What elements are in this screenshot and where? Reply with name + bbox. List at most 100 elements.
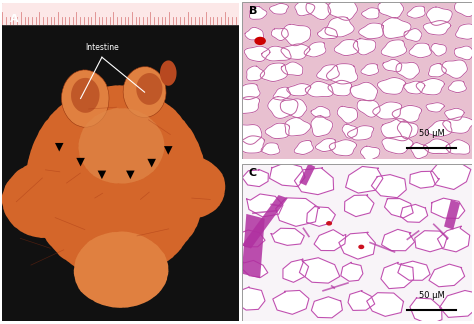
Polygon shape [362,8,379,19]
Polygon shape [367,293,403,316]
Polygon shape [318,27,337,39]
Polygon shape [295,1,315,16]
Bar [2,3,239,24]
Circle shape [255,38,265,44]
Polygon shape [357,100,380,117]
Polygon shape [137,73,163,105]
Polygon shape [415,231,447,252]
Polygon shape [411,143,428,159]
Polygon shape [242,195,288,249]
Polygon shape [350,82,378,101]
Polygon shape [426,103,444,112]
Polygon shape [454,46,474,60]
Polygon shape [381,119,412,141]
Polygon shape [311,116,333,136]
Polygon shape [439,290,474,318]
Polygon shape [271,228,304,245]
Polygon shape [242,169,268,187]
Polygon shape [245,27,264,40]
Polygon shape [315,139,336,152]
Polygon shape [314,230,346,251]
Polygon shape [78,108,164,184]
Circle shape [327,222,331,225]
Polygon shape [242,214,264,278]
Polygon shape [74,231,169,308]
Polygon shape [311,106,330,117]
Polygon shape [271,29,288,40]
Polygon shape [342,124,357,138]
Polygon shape [317,65,339,80]
Polygon shape [382,229,415,251]
Text: 50 μM: 50 μM [419,129,444,138]
Circle shape [359,245,364,249]
Polygon shape [444,200,460,230]
Polygon shape [381,40,407,57]
Polygon shape [424,139,451,154]
Polygon shape [273,290,309,314]
Polygon shape [410,171,439,188]
Polygon shape [300,258,340,283]
Polygon shape [235,124,262,145]
Polygon shape [270,162,305,187]
Polygon shape [378,0,404,18]
Polygon shape [337,106,357,123]
Polygon shape [328,0,357,20]
Polygon shape [260,63,288,81]
Polygon shape [247,194,283,217]
Polygon shape [147,159,156,168]
Polygon shape [431,43,447,56]
Polygon shape [427,7,452,25]
Polygon shape [341,262,363,281]
Polygon shape [307,206,336,226]
Polygon shape [392,105,421,122]
Polygon shape [237,136,264,153]
Polygon shape [438,226,470,252]
Polygon shape [305,81,333,97]
Polygon shape [306,2,331,20]
Polygon shape [455,0,474,17]
Polygon shape [294,168,334,195]
Polygon shape [430,160,471,190]
Polygon shape [327,64,358,84]
Polygon shape [244,46,270,62]
Polygon shape [446,140,470,154]
Polygon shape [246,66,264,81]
Polygon shape [334,40,359,56]
Polygon shape [328,80,352,96]
Polygon shape [304,42,326,57]
Polygon shape [345,195,374,217]
Polygon shape [445,108,464,120]
Polygon shape [281,44,310,59]
Polygon shape [348,291,375,310]
Polygon shape [383,59,402,72]
Polygon shape [428,64,447,77]
Polygon shape [281,62,303,75]
Polygon shape [442,60,467,78]
Polygon shape [126,170,135,179]
Polygon shape [268,97,298,119]
Polygon shape [283,259,309,282]
Polygon shape [339,232,375,259]
Polygon shape [265,123,290,139]
Polygon shape [236,287,265,310]
Polygon shape [377,77,406,94]
Text: 50 μM: 50 μM [419,291,444,300]
Polygon shape [448,81,466,93]
Polygon shape [237,84,260,99]
Polygon shape [311,297,342,318]
Polygon shape [353,39,376,55]
Polygon shape [456,24,474,39]
Polygon shape [443,117,474,133]
Polygon shape [373,102,401,119]
Polygon shape [401,204,428,222]
Polygon shape [294,140,313,155]
Polygon shape [381,262,414,289]
Text: A: A [9,14,18,24]
Polygon shape [429,264,465,287]
Polygon shape [26,85,207,277]
Polygon shape [285,118,311,136]
Text: Intestine: Intestine [85,43,119,52]
Polygon shape [164,146,173,155]
Polygon shape [398,261,430,280]
Polygon shape [410,298,442,324]
